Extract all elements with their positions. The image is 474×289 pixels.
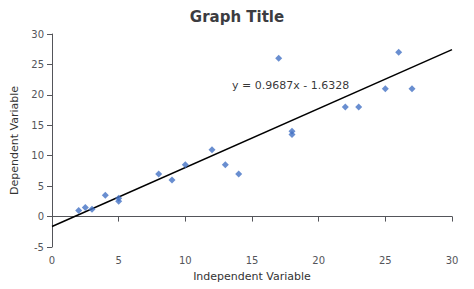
svg-text:20: 20 [312,255,325,266]
svg-text:0: 0 [49,255,55,266]
svg-text:25: 25 [31,59,44,70]
svg-text:-5: -5 [34,242,44,253]
svg-text:30: 30 [446,255,459,266]
svg-text:5: 5 [38,181,44,192]
svg-text:5: 5 [115,255,121,266]
svg-text:15: 15 [246,255,259,266]
svg-text:25: 25 [379,255,392,266]
svg-text:10: 10 [31,150,44,161]
svg-text:Dependent Variable: Dependent Variable [8,86,21,195]
svg-text:10: 10 [179,255,192,266]
svg-text:15: 15 [31,120,44,131]
svg-text:Independent Variable: Independent Variable [193,270,311,283]
svg-text:0: 0 [38,211,44,222]
svg-text:y = 0.9687x - 1.6328: y = 0.9687x - 1.6328 [232,79,349,92]
svg-text:20: 20 [31,89,44,100]
svg-text:30: 30 [31,29,44,40]
svg-text:Graph Title: Graph Title [190,8,284,26]
